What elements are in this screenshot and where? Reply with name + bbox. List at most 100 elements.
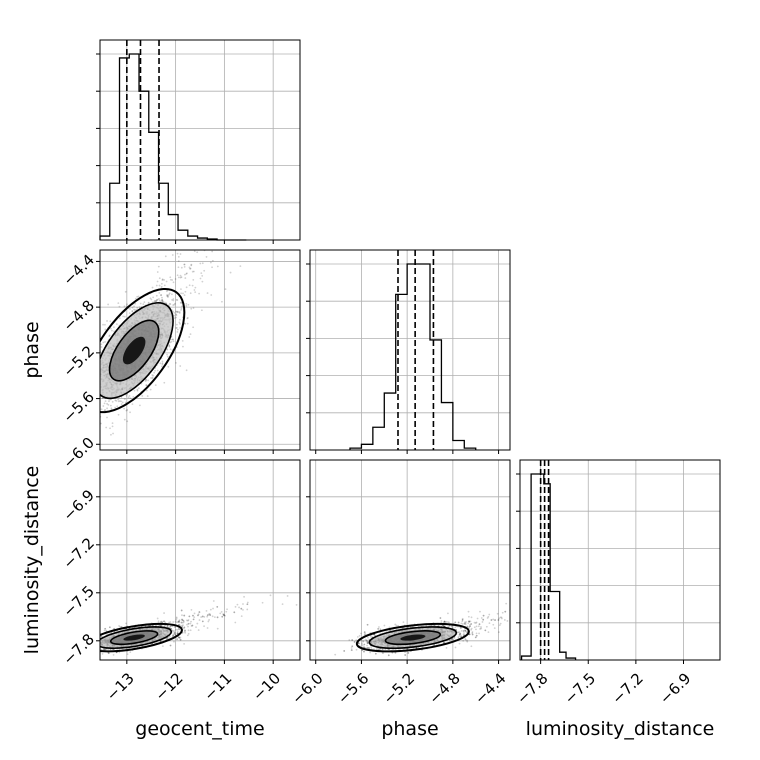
sample-point — [180, 609, 183, 612]
sample-point — [175, 621, 178, 624]
sample-point — [145, 384, 148, 387]
sample-point — [172, 340, 175, 343]
sample-point — [96, 379, 98, 381]
sample-point — [178, 620, 181, 623]
sample-point — [166, 293, 169, 296]
sample-point — [186, 317, 189, 320]
sample-point — [247, 210, 249, 212]
sample-point — [107, 652, 110, 655]
sample-point — [216, 627, 219, 630]
sample-point — [203, 625, 205, 628]
sample-point — [181, 339, 184, 342]
sample-point — [252, 208, 254, 210]
sample-point — [187, 622, 190, 625]
sample-point — [108, 335, 111, 338]
sample-point — [190, 620, 192, 623]
sample-point — [164, 255, 167, 258]
sample-point — [163, 625, 166, 628]
sample-point — [201, 615, 204, 618]
sample-point — [184, 322, 186, 325]
sample-point — [185, 304, 188, 307]
sample-point — [158, 297, 160, 300]
sample-point — [94, 369, 96, 371]
sample-point — [177, 243, 179, 245]
sample-point — [191, 284, 194, 287]
sample-point — [96, 648, 98, 650]
sample-point — [184, 273, 186, 276]
sample-point — [166, 355, 169, 358]
sample-point — [97, 387, 99, 389]
sample-point — [102, 648, 105, 651]
sample-point — [181, 618, 184, 621]
sample-point — [169, 341, 172, 344]
sample-point — [164, 621, 166, 624]
sample-point — [112, 432, 114, 435]
sample-point — [184, 290, 187, 293]
sample-point — [103, 648, 106, 651]
sample-point — [120, 403, 123, 406]
sample-point — [89, 376, 91, 378]
sample-point — [178, 312, 181, 314]
sample-point — [64, 436, 66, 438]
sample-point — [97, 652, 99, 654]
sample-point — [176, 632, 179, 635]
sample-point — [183, 294, 186, 297]
sample-point — [168, 302, 171, 305]
sample-point — [193, 289, 196, 291]
sample-point — [173, 303, 176, 306]
sample-point — [211, 259, 214, 262]
sample-point — [89, 384, 91, 386]
sample-point — [258, 140, 260, 142]
sample-point — [205, 609, 208, 612]
sample-point — [168, 292, 171, 295]
sample-point — [178, 628, 181, 631]
sample-point — [295, 603, 298, 606]
sample-point — [206, 627, 209, 629]
contour-line — [100, 287, 186, 414]
sample-point — [183, 626, 186, 629]
sample-point — [179, 327, 182, 329]
sample-point — [129, 308, 131, 310]
sample-point — [100, 422, 102, 425]
sample-point — [136, 389, 139, 392]
sample-point — [173, 631, 176, 634]
sample-point — [159, 640, 162, 643]
sample-point — [103, 409, 106, 412]
sample-point — [154, 369, 156, 372]
sample-point — [151, 374, 154, 376]
sample-point — [163, 620, 165, 623]
sample-point — [168, 345, 171, 347]
sample-point — [126, 420, 129, 423]
sample-point — [92, 421, 94, 423]
sample-point — [189, 267, 191, 270]
x-axis-label: luminosity_distance — [526, 718, 715, 740]
sample-point — [97, 375, 99, 377]
sample-point — [134, 309, 137, 312]
sample-point — [93, 383, 95, 385]
sample-point — [254, 183, 256, 185]
sample-point — [174, 278, 177, 280]
panel-frame — [519, 459, 721, 661]
sample-point — [227, 232, 229, 234]
sample-point — [190, 625, 193, 627]
sample-point — [161, 645, 164, 648]
sample-point — [92, 651, 94, 653]
sample-point — [222, 224, 224, 226]
sample-point — [115, 399, 118, 402]
sample-point — [153, 371, 156, 374]
sample-point — [216, 616, 219, 619]
sample-point — [146, 395, 149, 397]
sample-point — [160, 620, 163, 623]
sample-point — [216, 245, 218, 247]
sample-point — [131, 403, 134, 406]
sample-point — [261, 601, 264, 604]
sample-point — [108, 626, 111, 629]
sample-point — [187, 622, 190, 625]
sample-point — [102, 341, 105, 344]
sample-point — [124, 401, 127, 404]
sample-point — [175, 313, 178, 316]
sample-point — [176, 310, 179, 313]
sample-point — [173, 317, 176, 320]
sample-point — [106, 416, 108, 419]
